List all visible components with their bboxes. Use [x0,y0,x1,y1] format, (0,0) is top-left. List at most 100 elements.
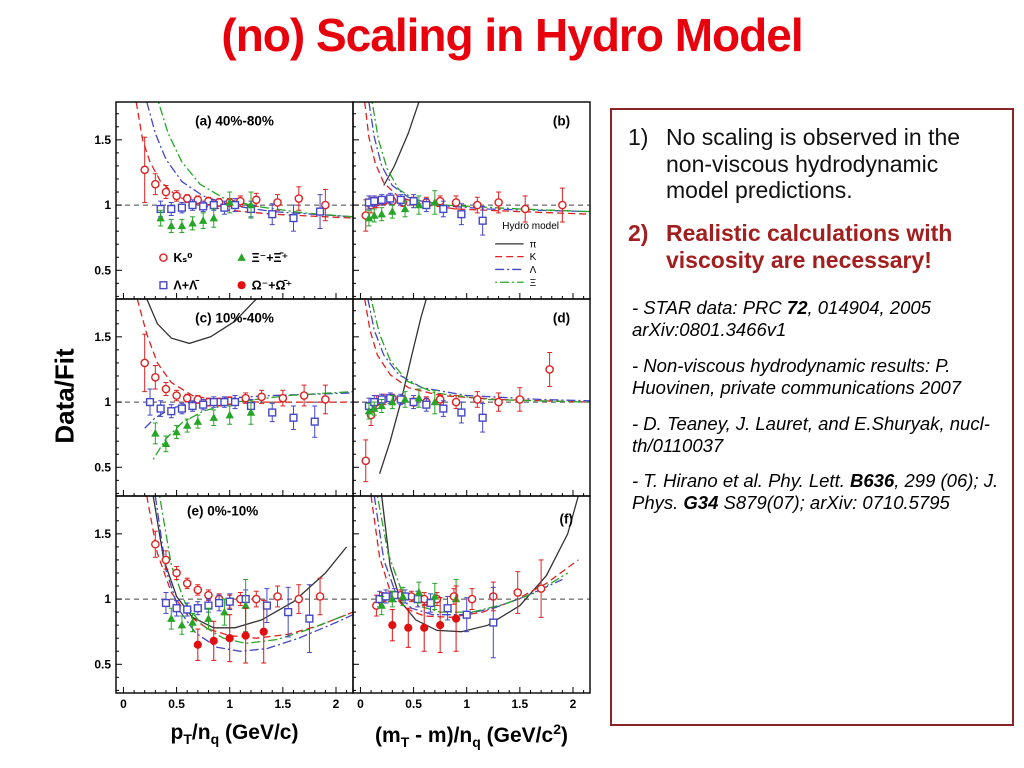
series-Xi [364,388,440,420]
marker-legend-label: Kₛ⁰ [173,251,192,265]
x-axis-title-left: pT/nq (GeV/c) [116,721,353,750]
x-tick-label: 0.5 [168,697,185,711]
panel-c: (c) 10%-40% 0.5 1 1.5 [94,298,354,497]
x2-p2: - m)/n [409,724,473,747]
x2-s1: T [400,734,410,751]
x2-p1: (m [375,724,401,747]
x1-p3: (GeV/c) [219,721,299,744]
slide-title: (no) Scaling in Hydro Model [221,9,803,61]
y-tick-label: 0.5 [94,263,111,277]
figure-panel-grid: Data/Fit (a) 40%-80% 0.5 1 1.5 (b) (c) 10%-40… [50,96,596,750]
marker-legend-label: Ω⁻+Ω̄⁺ [252,279,293,293]
hydro-legend-label: K [530,252,537,263]
reference: - D. Teaney, J. Lauret, and E.Shuryak, n… [628,413,1000,457]
series-Xi [377,578,461,620]
x2-sup: 2 [553,721,561,737]
x-axis-titles: pT/nq (GeV/c) (mT - m)/nq (GeV/c2) [80,721,596,750]
curve-Lambda [373,496,563,616]
series-Omega [388,585,461,654]
panel-f: (f) 0 0.5 1 1.5 2 [352,495,591,711]
y-tick-label: 1.5 [94,330,111,344]
figure-main: (a) 40%-80% 0.5 1 1.5 (b) (c) 10%-40% 0.5 1 1.5(… [80,96,596,750]
panel-label-b: (b) [553,114,570,129]
curve-Lambda [154,496,353,652]
reference-text: , 299 (06); J. Phys. [632,470,999,514]
panel-label-a: (a) 40%-80% [195,114,274,129]
series-Xi [151,400,256,453]
x-tick-label: 2 [333,697,340,711]
series-KS0 [140,333,330,415]
series-Xi [156,191,256,233]
curve-pi [381,496,579,633]
marker-legend-label: Λ+Λ̄ [173,279,199,293]
note-2-text: Realistic calculations with viscosity ar… [666,220,953,273]
marker-legend: Kₛ⁰ Ξ⁻+Ξ̄⁺ Λ+Λ̄ Ω⁻+Ω̄⁺ [159,251,293,293]
reference-text: , 014904, 2005 arXiv:0801.3466v1 [632,297,931,341]
curve-K [364,299,590,403]
panel-label-c: (c) 10%-40% [195,311,274,326]
reference-text: - T. Hirano et al. Phy. Lett. [632,470,850,492]
panel-e: (e) 0%-10% 0.5 1 1.5 0 0.5 1 1.5 2 [94,495,354,711]
references-list: - STAR data: PRC 72, 014904, 2005 arXiv:… [628,297,1000,514]
x-axis-title-right: (mT - m)/nq (GeV/c2) [353,721,590,750]
y-tick-label: 1.5 [94,527,111,541]
curve-Xi [370,299,590,403]
series-Xi [364,190,440,227]
curve-Lambda [146,102,353,218]
reference-text: S879(07); arXiv: 0710.5795 [718,492,950,514]
panel-label-e: (e) 0%-10% [187,504,258,519]
series-Lambda [364,192,487,236]
x1-p1: p [170,721,184,744]
hydro-legend-label: Ξ [530,278,537,289]
y-tick-label: 0.5 [94,657,111,671]
x-tick-label: 1 [463,697,470,711]
note-1-text: No scaling is observed in the non-viscou… [666,124,961,204]
x-tick-label: 0 [357,697,364,711]
hydro-legend-label: π [530,239,537,250]
notes-box: 1) No scaling is observed in the non-vis… [610,108,1014,726]
y-tick-label: 0.5 [94,460,111,474]
y-tick-label: 1.5 [94,133,111,147]
curve-pi [146,299,257,345]
reference-text: - STAR data: PRC [632,297,787,319]
x1-p2: /n [191,721,211,744]
y-tick-label: 1 [104,592,111,606]
x2-s2: q [472,734,481,751]
hydro-legend-label: Λ [530,265,537,276]
series-Lambda [145,388,319,438]
reference: - T. Hirano et al. Phy. Lett. B636, 299 … [628,470,1000,514]
curve-Lambda [368,102,590,213]
x-tick-label: 1.5 [512,697,529,711]
marker-legend-label: Ξ⁻+Ξ̄⁺ [252,251,289,265]
hydro-legend-title: Hydro model [502,221,559,232]
x-tick-label: 1.5 [275,697,292,711]
note-1-number: 1) [628,124,649,150]
note-1: 1) No scaling is observed in the non-vis… [628,124,1000,204]
series-KS0 [361,351,554,483]
curve-Xi [157,102,353,218]
panel-a: (a) 40%-80% 0.5 1 1.5 [94,101,354,300]
series-Xi [167,578,250,635]
note-2: 2) Realistic calculations with viscosity… [628,220,1000,273]
reference-text: G34 [683,492,719,514]
curve-pi [383,102,420,186]
reference-text: B636 [850,470,895,492]
curve-K [370,496,579,618]
panel-label-d: (d) [553,311,570,326]
plots-svg: (a) 40%-80%0.511.5(b)(c) 10%-40%0.511.5(… [94,101,591,711]
x2-p3: (GeV/c [480,724,554,747]
series-Lambda [161,584,314,654]
y-axis-title: Data/Fit [50,96,80,721]
series-KS0 [372,559,546,618]
curve-Lambda [367,299,590,402]
x-tick-label: 2 [570,697,577,711]
panel-label-f: (f) [560,512,574,527]
curve-Xi [158,496,347,645]
reference-text: - Non-viscous hydrodynamic results: P. H… [632,355,962,398]
x2-p4: ) [560,724,568,747]
x1-s2: q [210,731,220,748]
x-tick-label: 0.5 [405,697,422,711]
y-tick-label: 1 [104,395,111,409]
